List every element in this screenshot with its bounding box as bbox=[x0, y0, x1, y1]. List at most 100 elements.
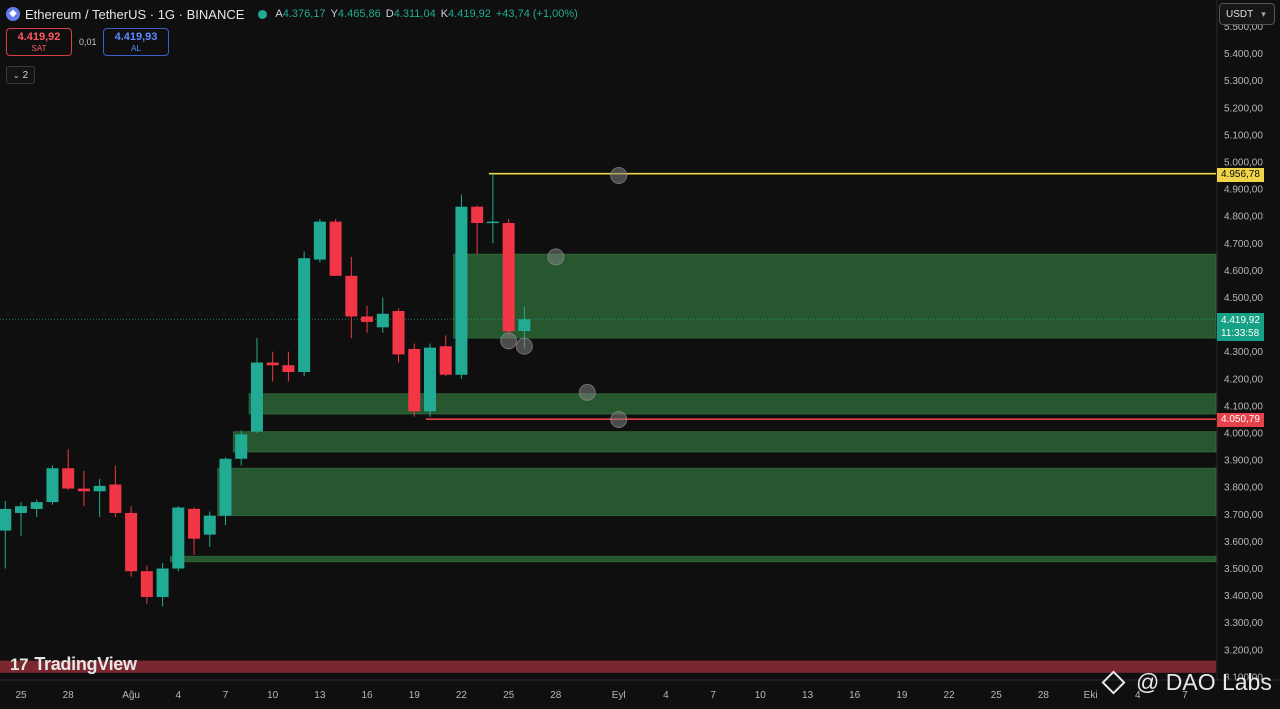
watermark: @ DAO Labs bbox=[1101, 669, 1272, 696]
bottom-band-layer bbox=[0, 660, 1216, 673]
x-tick-label: 10 bbox=[267, 690, 279, 701]
current-price-value: 4.419,92 bbox=[1221, 315, 1260, 326]
candle-up bbox=[203, 511, 216, 547]
yellow-line-price-label[interactable]: 4.956,78 bbox=[1217, 168, 1264, 182]
sell-label: SAT bbox=[31, 44, 47, 53]
y-tick-label: 3.400,00 bbox=[1224, 591, 1263, 602]
x-tick-label: 28 bbox=[550, 690, 562, 701]
ohlc-low: D4.311,04 bbox=[385, 8, 436, 20]
buy-label: AL bbox=[131, 44, 141, 53]
y-axis[interactable]: 5.500,00 5.400,00 5.300,00 5.200,00 5.100,00… bbox=[1216, 0, 1280, 683]
candle-body bbox=[439, 346, 452, 375]
x-tick-label: 10 bbox=[755, 690, 767, 701]
support-zone[interactable] bbox=[217, 467, 1217, 517]
candle-body bbox=[109, 484, 122, 513]
candle-up bbox=[376, 297, 389, 333]
ohlc-high: Y4.465,86 bbox=[330, 8, 381, 20]
currency-button[interactable]: USDT ▾ bbox=[1219, 3, 1275, 25]
y-tick-label: 5.400,00 bbox=[1224, 49, 1263, 60]
y-tick-label: 3.200,00 bbox=[1224, 645, 1263, 656]
candle-down bbox=[502, 218, 515, 336]
candle-up bbox=[93, 479, 106, 518]
y-tick-label: 3.600,00 bbox=[1224, 537, 1263, 548]
watermark-text: @ DAO Labs bbox=[1136, 669, 1272, 695]
candle-up bbox=[0, 500, 12, 569]
y-tick-label: 4.800,00 bbox=[1224, 212, 1263, 223]
x-tick-label: 28 bbox=[1038, 690, 1050, 701]
point-marker[interactable] bbox=[610, 167, 628, 185]
x-axis[interactable]: 25 28 Ağu 4 7 10 13 16 19 22 25 28 Eyl 4 7 10 13 16 19 22 25… bbox=[0, 679, 1280, 701]
currency-label: USDT bbox=[1226, 8, 1254, 20]
candle-body bbox=[471, 206, 484, 223]
candle-body bbox=[455, 206, 468, 375]
tradingview-logo[interactable]: 17 TradingView bbox=[10, 654, 137, 675]
point-marker[interactable] bbox=[610, 410, 628, 428]
point-marker[interactable] bbox=[547, 248, 565, 266]
x-tick-label: 19 bbox=[409, 690, 421, 701]
x-tick-label: 7 bbox=[1182, 690, 1188, 701]
x-tick-label: 22 bbox=[944, 690, 956, 701]
sell-button[interactable]: 4.419,92 SAT bbox=[6, 28, 72, 56]
x-tick-label: 16 bbox=[849, 690, 861, 701]
candle-down bbox=[408, 343, 421, 417]
y-tick-label: 3.300,00 bbox=[1224, 618, 1263, 629]
candle-up bbox=[156, 563, 169, 607]
candle-body bbox=[250, 362, 263, 432]
indicators-toggle[interactable]: ⌄ 2 bbox=[6, 66, 35, 84]
y-tick-label: 3.100,00 bbox=[1224, 672, 1263, 683]
symbol-header: ◆ Ethereum / TetherUS · 1G · BINANCE A4.… bbox=[6, 5, 583, 23]
candle-body bbox=[15, 506, 27, 513]
support-zone[interactable] bbox=[453, 253, 1217, 339]
candle-body bbox=[361, 316, 374, 322]
y-tick-label: 4.700,00 bbox=[1224, 239, 1263, 250]
y-tick-label: 3.500,00 bbox=[1224, 564, 1263, 575]
x-tick-label: 16 bbox=[361, 690, 373, 701]
bottom-band bbox=[0, 660, 1216, 673]
current-price-label: 4.419,92 11:33:58 bbox=[1217, 313, 1264, 341]
candle-body bbox=[502, 222, 515, 332]
candle-down bbox=[109, 465, 122, 518]
y-tick-label: 5.500,00 bbox=[1224, 22, 1263, 33]
ethereum-icon: ◆ bbox=[6, 7, 20, 21]
point-marker[interactable] bbox=[500, 332, 518, 350]
tradingview-wordmark: TradingView bbox=[34, 654, 137, 674]
ohlc-change: +43,74 (+1,00%) bbox=[495, 8, 578, 20]
support-zone[interactable] bbox=[169, 555, 1217, 563]
x-tick-label: 4 bbox=[663, 690, 669, 701]
candle-up bbox=[423, 343, 436, 417]
support-zone[interactable] bbox=[232, 431, 1217, 453]
ohlc-open: A4.376,17 bbox=[275, 8, 326, 20]
symbol-title[interactable]: Ethereum / TetherUS · 1G · BINANCE bbox=[25, 6, 245, 22]
candle-body bbox=[518, 319, 531, 332]
candle-down bbox=[62, 449, 75, 490]
candle-body bbox=[282, 365, 295, 373]
candle-down bbox=[77, 470, 90, 507]
candle-down bbox=[140, 565, 153, 604]
support-zone[interactable] bbox=[248, 393, 1217, 415]
candle-body bbox=[62, 468, 75, 489]
buy-price: 4.419,93 bbox=[114, 31, 158, 43]
point-marker[interactable] bbox=[515, 337, 533, 355]
candle-down bbox=[392, 308, 405, 363]
x-tick-label: 4 bbox=[176, 690, 182, 701]
red-line-price-label[interactable]: 4.050,79 bbox=[1217, 413, 1264, 427]
chevron-down-icon: ▾ bbox=[1261, 8, 1266, 19]
y-tick-label: 3.900,00 bbox=[1224, 456, 1263, 467]
buy-button[interactable]: 4.419,93 AL bbox=[103, 28, 169, 56]
x-tick-label: Ağu bbox=[122, 690, 140, 701]
y-tick-label: 4.600,00 bbox=[1224, 266, 1263, 277]
y-tick-label: 4.900,00 bbox=[1224, 185, 1263, 196]
candle-up bbox=[455, 194, 468, 379]
x-tick-label: 19 bbox=[896, 690, 908, 701]
candle-down bbox=[266, 351, 279, 382]
y-tick-label: 5.300,00 bbox=[1224, 76, 1263, 87]
point-marker[interactable] bbox=[578, 383, 596, 401]
candle-body bbox=[188, 508, 201, 539]
candle-body bbox=[30, 502, 43, 509]
candle-body bbox=[298, 258, 311, 373]
candle-body bbox=[408, 348, 421, 412]
x-tick-label: 7 bbox=[710, 690, 716, 701]
x-tick-label: 25 bbox=[503, 690, 515, 701]
candle-up bbox=[46, 465, 59, 505]
